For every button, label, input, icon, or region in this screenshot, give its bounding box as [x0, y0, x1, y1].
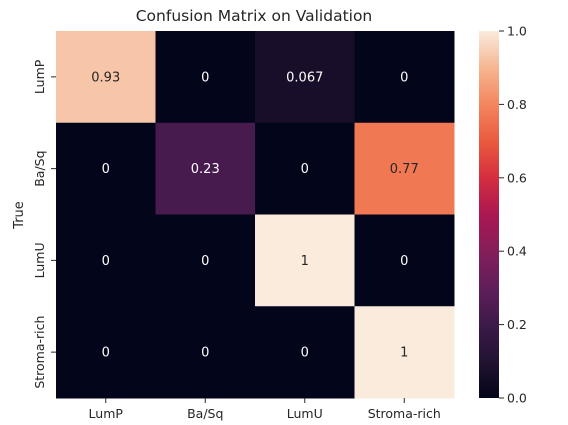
column-tick-labels: LumP Ba/Sq LumU Stroma-rich [89, 398, 441, 421]
column-tick-label: Ba/Sq [187, 406, 223, 421]
heatmap-cells [56, 31, 455, 399]
cell-value-label: 0.23 [191, 162, 220, 177]
y-axis-label: True [12, 201, 27, 230]
column-tick-label: Stroma-rich [368, 406, 441, 421]
cell-value-label: 1 [301, 254, 309, 269]
heatmap-cell [354, 122, 455, 215]
cell-value-label: 0 [301, 346, 309, 361]
cell-value-label: 0 [102, 254, 110, 269]
heatmap-cell [155, 214, 256, 307]
heatmap-cell [255, 122, 355, 215]
cell-value-label: 0.067 [286, 70, 323, 85]
heatmap-cell [354, 31, 455, 124]
column-tick-label: LumP [89, 406, 124, 421]
cell-value-label: 0 [301, 162, 309, 177]
colorbar-tick-label: 0.2 [507, 317, 527, 332]
heatmap-cell [255, 31, 355, 124]
heatmap-cell-labels: 0.93 0 0.067 0 0 0.23 0 0.77 0 0 1 0 0 0 0 1 [91, 70, 418, 360]
cell-value-label: 0 [400, 254, 408, 269]
heatmap-cell [354, 214, 455, 307]
heatmap-cell [56, 31, 156, 124]
chart-title: Confusion Matrix on Validation [136, 7, 373, 25]
heatmap-cell [155, 122, 256, 215]
cell-value-label: 0.77 [390, 162, 419, 177]
cell-value-label: 0.93 [91, 70, 120, 85]
cell-value-label: 0 [201, 70, 209, 85]
heatmap-cell [56, 122, 156, 215]
heatmap-cell [155, 306, 256, 399]
colorbar-tick-label: 0.8 [507, 97, 527, 112]
row-tick-label: LumP [32, 59, 47, 94]
cell-value-label: 0 [102, 346, 110, 361]
row-tick-label: Stroma-rich [32, 316, 47, 389]
column-tick-label: LumU [287, 406, 323, 421]
cell-value-label: 0 [400, 70, 408, 85]
row-tick-label: LumU [32, 242, 47, 278]
heatmap-cell [255, 214, 355, 307]
colorbar-tick-label: 1.0 [507, 24, 527, 39]
colorbar-ticks: 0.0 0.2 0.4 0.6 0.8 1.0 [499, 24, 527, 406]
heatmap-cell [56, 214, 156, 307]
heatmap-cell [56, 306, 156, 399]
heatmap-cell [155, 31, 256, 124]
heatmap-cell [354, 306, 455, 399]
heatmap-cell [255, 306, 355, 399]
cell-value-label: 0 [201, 346, 209, 361]
row-tick-label: Ba/Sq [32, 150, 47, 186]
colorbar-tick-label: 0.0 [507, 391, 527, 406]
colorbar-tick-label: 0.4 [507, 244, 527, 259]
cell-value-label: 0 [102, 162, 110, 177]
colorbar [479, 31, 499, 398]
cell-value-label: 1 [400, 346, 408, 361]
cell-value-label: 0 [201, 254, 209, 269]
row-tick-labels: LumP Ba/Sq LumU Stroma-rich [32, 59, 56, 389]
colorbar-tick-label: 0.6 [507, 170, 527, 185]
